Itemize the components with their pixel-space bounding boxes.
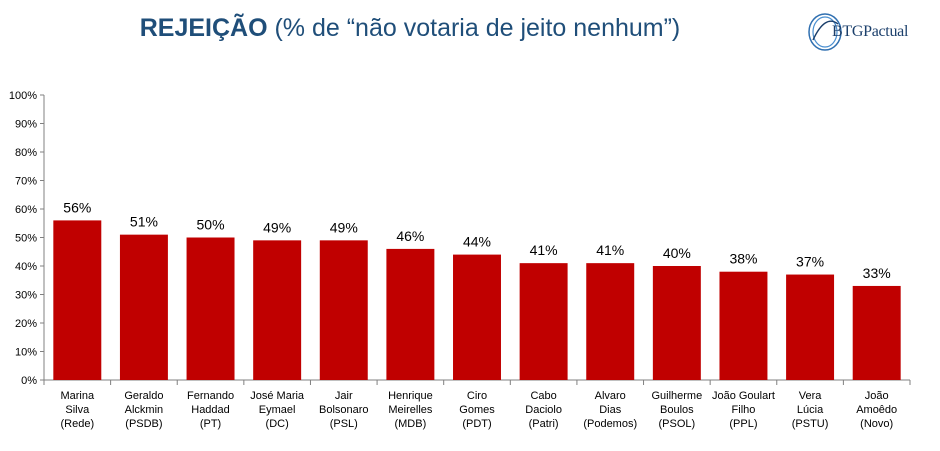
category-label: (Patri) [529,418,559,430]
category-label: (DC) [266,418,289,430]
bar [186,237,235,380]
y-tick-label: 80% [15,147,37,159]
btg-pactual-logo: BTGPactual [805,10,930,54]
bar-value-label: 41% [596,242,624,258]
chart-title-rest: (% de “não votaria de jeito nenhum”) [267,14,681,42]
category-label: (PSOL) [659,418,696,430]
bar-value-label: 49% [330,219,358,235]
bar-value-label: 41% [530,242,558,258]
y-tick-label: 20% [15,318,37,330]
bar [719,271,768,380]
category-label: Lúcia [797,404,824,416]
logo-text: BTGPactual [832,23,909,40]
category-label: (PSTU) [792,418,829,430]
bar-value-label: 51% [130,214,158,230]
category-label: (PT) [200,418,221,430]
y-tick-label: 70% [15,176,37,188]
category-label: Fernando [187,390,234,402]
bar [652,266,701,380]
y-tick-label: 0% [21,375,37,387]
y-tick-label: 90% [15,119,37,131]
bar-value-label: 38% [729,251,757,267]
value-labels: 56% 51% 50% 49% 49% 46% 44% 41% 41% 40% 38% 37% 33% [63,199,890,281]
category-label: (Rede) [60,418,94,430]
bar [786,274,835,380]
category-label: Filho [732,404,756,416]
bar [253,240,302,380]
bar-value-label: 46% [396,228,424,244]
category-label: João [865,390,889,402]
y-tick-label: 50% [15,233,37,245]
category-label: (PSL) [330,418,358,430]
category-label: Henrique [388,390,433,402]
chart-bars [53,220,901,380]
category-label: Gomes [459,404,495,416]
category-label: Alckmin [125,404,164,416]
chart-title: REJEIÇÃO (% de “não votaria de jeito nen… [0,14,820,43]
category-label: Bolsonaro [319,404,369,416]
category-label: Ciro [467,390,487,402]
bar [319,240,368,380]
bar [453,254,501,380]
y-tick-label: 10% [15,347,37,359]
category-label: Jair [335,390,353,402]
category-label: Alvaro [595,390,626,402]
category-label: Guilherme [651,390,702,402]
bar [852,285,901,380]
category-label: Meirelles [388,404,433,416]
bar-value-label: 40% [663,245,691,261]
category-label: (Novo) [860,418,893,430]
bar-value-label: 49% [263,219,291,235]
category-label: Haddad [191,404,230,416]
category-label: (MDB) [394,418,426,430]
category-label: Dias [599,404,622,416]
y-tick-label: 100% [9,90,37,102]
category-label: Cabo [530,390,556,402]
category-label: Silva [65,404,90,416]
category-label: (PPL) [729,418,757,430]
category-label: (Podemos) [583,418,637,430]
bar-value-label: 33% [863,265,891,281]
bar-value-label: 50% [197,217,225,233]
bar [519,263,568,380]
logo-swirl-icon [808,13,842,51]
bar [586,263,635,380]
bar-value-label: 37% [796,254,824,270]
y-tick-label: 60% [15,204,37,216]
category-labels: Marina Silva (Rede) Geraldo Alckmin (PSDB) Fer… [60,390,897,430]
bar-value-label: 56% [63,199,91,215]
category-label: (PDT) [462,418,491,430]
bar-value-label: 44% [463,234,491,250]
category-label: Marina [60,390,95,402]
category-label: (PSDB) [125,418,162,430]
y-tick-label: 40% [15,261,37,273]
category-label: Eymael [259,404,296,416]
y-tick-label: 30% [15,290,37,302]
bar [386,248,435,380]
category-label: João Goulart [712,390,775,402]
category-label: Vera [799,390,823,402]
y-axis-ticks: 0% 10% 20% 30% 40% 50% 60% 70% 80% 90% 100% [9,90,44,387]
bar [53,220,102,380]
category-label: Geraldo [124,390,163,402]
category-label: José Maria [250,390,305,402]
chart-title-bold: REJEIÇÃO [139,14,268,42]
category-label: Amoêdo [856,404,897,416]
category-label: Daciolo [525,404,562,416]
category-label: Boulos [660,404,694,416]
bar [119,234,168,380]
